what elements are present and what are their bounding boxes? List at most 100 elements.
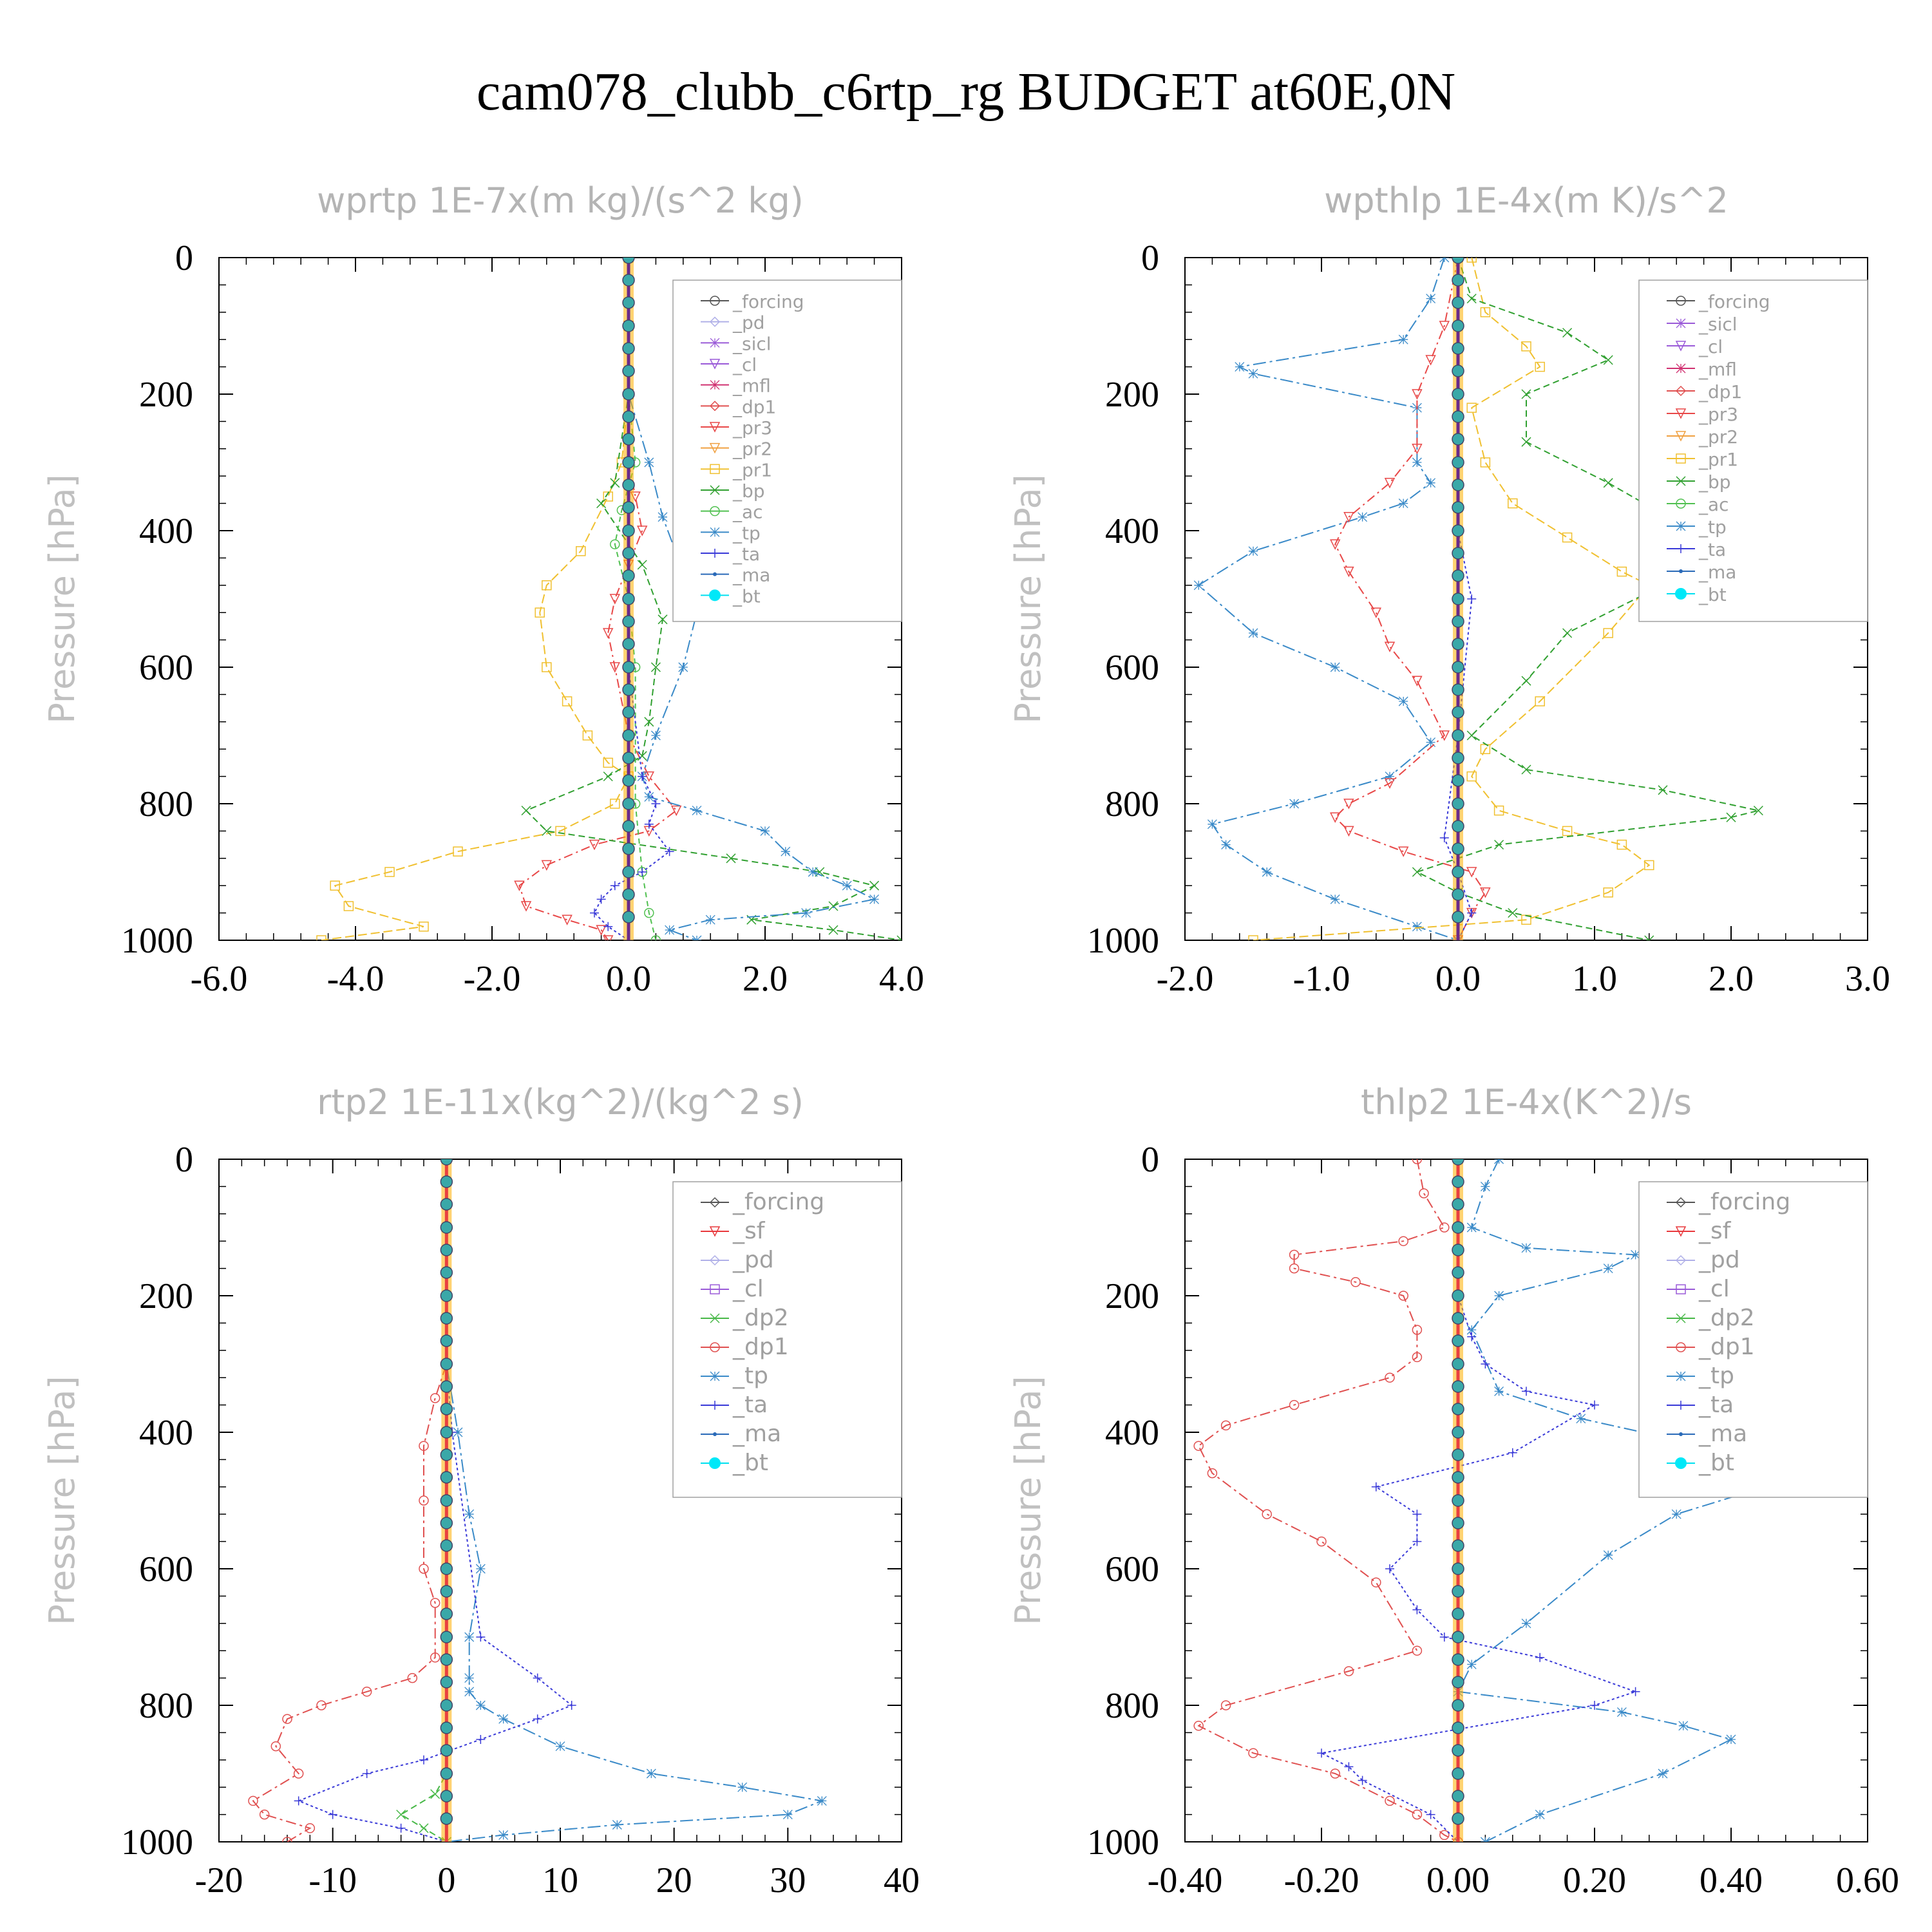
data-point [622, 365, 635, 377]
data-point [1330, 1768, 1340, 1779]
data-point [1452, 1380, 1464, 1393]
legend-marker [713, 1432, 717, 1436]
data-point [622, 547, 635, 560]
data-point [1452, 1266, 1464, 1279]
data-point [678, 662, 688, 672]
y-tick-label: 600 [1105, 648, 1159, 688]
data-point [1426, 1810, 1435, 1819]
data-point [1371, 1577, 1381, 1587]
data-point [1590, 1701, 1599, 1710]
data-point [650, 730, 661, 741]
legend-marker [1676, 363, 1686, 374]
data-point [440, 1767, 453, 1780]
legend-marker [709, 1457, 721, 1469]
legend-box [672, 279, 902, 622]
x-tick-label: 1.0 [1572, 959, 1617, 999]
data-point [514, 880, 525, 891]
data-point [1262, 1509, 1272, 1519]
data-point [1535, 696, 1545, 706]
data-point [440, 1607, 453, 1620]
data-point [638, 772, 647, 781]
chart-panel-1: wprtp 1E-7x(m kg)/(s^2 kg) -6.0 -4.0 -2.0 0.… [42, 180, 924, 999]
data-point [1385, 1372, 1395, 1383]
data-point [1452, 638, 1464, 650]
data-point [440, 1585, 453, 1598]
x-tick-label: -10 [308, 1861, 357, 1900]
data-point [542, 826, 552, 836]
data-point [1316, 1536, 1327, 1547]
data-point [1494, 840, 1504, 850]
legend-label: _ta [732, 1392, 768, 1418]
data-point [542, 580, 552, 591]
data-point [419, 1823, 429, 1833]
data-point [622, 388, 635, 401]
plot-frame [1184, 1159, 1868, 1842]
data-point [1452, 615, 1464, 628]
data-point [1494, 1159, 1504, 1164]
data-point [1466, 1222, 1477, 1233]
y-tick-label: 800 [1105, 784, 1159, 824]
data-point [1452, 388, 1464, 401]
legend-marker [713, 572, 717, 576]
data-point [602, 628, 614, 639]
x-tick-label: -1.0 [1293, 959, 1350, 999]
data-point [1452, 1676, 1464, 1689]
data-point [1343, 566, 1354, 578]
data-point [622, 592, 635, 605]
legend-marker [710, 337, 720, 348]
data-point [644, 907, 654, 918]
data-point [1452, 1403, 1464, 1416]
data-point [1452, 524, 1464, 537]
data-point [1603, 478, 1613, 488]
data-point [1521, 1618, 1531, 1629]
data-point [1426, 478, 1436, 488]
data-point [1452, 1699, 1464, 1712]
series_pr1 [316, 258, 634, 940]
data-point [815, 867, 825, 877]
data-point [440, 1312, 453, 1325]
data-point [622, 569, 635, 582]
data-point [1452, 1334, 1464, 1347]
data-point [1452, 1607, 1464, 1620]
data-point [636, 526, 648, 536]
data-point [440, 1676, 453, 1689]
x-tick-label: -0.20 [1284, 1861, 1359, 1900]
data-point [1508, 908, 1518, 918]
x-tick-label: 0.0 [606, 959, 651, 999]
y-tick-label: 400 [1105, 1413, 1159, 1453]
data-point [1452, 1653, 1464, 1666]
data-point [464, 1632, 475, 1642]
legend-label: _forcing [732, 291, 804, 312]
data-point [1207, 819, 1217, 829]
legend-label: _tp [1698, 516, 1727, 538]
panel-title: wprtp 1E-7x(m kg)/(s^2 kg) [317, 180, 804, 221]
data-point [1343, 799, 1354, 810]
data-point [610, 478, 620, 488]
data-point [533, 1714, 542, 1724]
y-tick-label: 200 [1105, 1276, 1159, 1316]
data-point [1535, 1653, 1545, 1662]
data-point [440, 1494, 453, 1507]
y-tick-label: 1000 [1087, 1823, 1159, 1862]
data-point [1412, 1159, 1423, 1164]
y-tick-label: 200 [1105, 375, 1159, 415]
data-point [1508, 498, 1518, 509]
legend-label: _ma [1698, 562, 1736, 583]
legend-marker [1676, 1284, 1686, 1294]
data-point [464, 1509, 475, 1519]
data-point [1412, 1645, 1423, 1656]
data-point [650, 662, 661, 672]
legend-label: _pr3 [732, 417, 772, 439]
data-point [1494, 1386, 1504, 1396]
legend-marker [709, 359, 721, 370]
legend-marker [710, 296, 720, 306]
data-point [476, 1735, 486, 1744]
data-point [1343, 826, 1354, 837]
series_tp [1193, 258, 1463, 940]
data-point [541, 860, 553, 871]
data-point [622, 911, 635, 923]
plot-area [248, 1159, 827, 1842]
data-point [1439, 321, 1450, 332]
data-point [622, 274, 635, 287]
data-point [248, 1795, 258, 1806]
